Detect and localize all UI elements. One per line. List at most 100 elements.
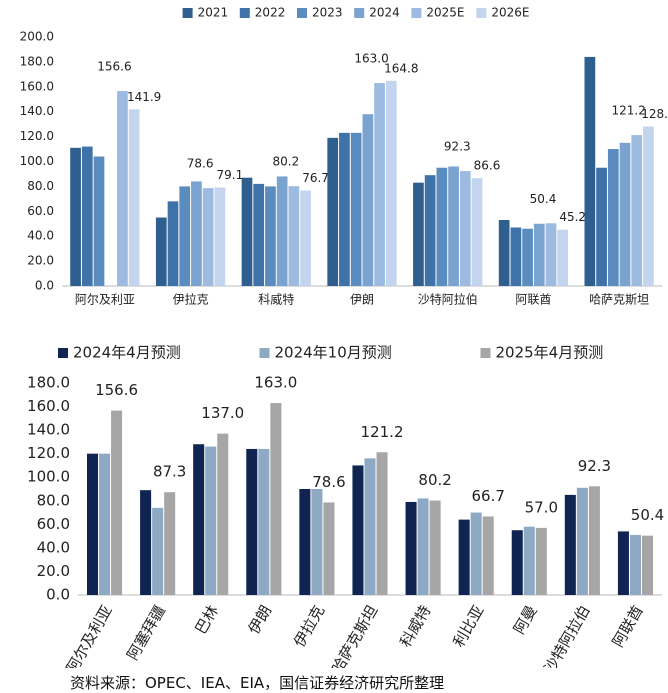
bar [417,498,429,595]
legend-swatch [58,348,68,358]
bar [205,446,217,595]
legend-swatch [239,8,250,18]
y-tick-label: 20.0 [37,562,70,580]
bar [339,132,350,286]
y-tick-label: 180.0 [27,374,70,392]
bar [448,166,459,286]
bar [533,223,545,286]
bar [564,494,576,595]
x-tick-label: 伊拉克 [290,602,328,650]
bar [376,452,388,595]
bar [350,132,362,286]
x-tick-label: 阿联酋 [515,292,551,307]
value-label: 128.1 [641,107,668,121]
bar [523,526,535,595]
bar [111,410,123,595]
legend-label: 2021 [198,6,229,20]
bar [253,183,265,286]
x-tick-label: 伊朗 [245,602,276,637]
bar [413,182,424,286]
value-label: 50.4 [631,506,664,524]
bar [374,83,385,286]
bar [93,156,105,286]
x-tick-label: 沙特阿拉伯 [418,292,478,307]
legend-label: 2026E [491,6,529,20]
y-tick-label: 60.0 [37,515,70,533]
x-tick-label: 伊朗 [350,293,374,307]
charts: 0.0 20.0 40.0 60.0 80.0 100.0 120.0 140.0 160.0 1… [20,6,668,669]
bar [270,403,282,595]
bar [86,453,99,595]
bar [258,448,270,595]
legend-label: 2024年4月预测 [73,344,181,362]
x-tick-label: 阿尔及利亚 [63,602,116,668]
bar [545,223,557,286]
x-tick-label: 巴林 [191,602,222,637]
value-label: 45.2 [559,210,586,224]
y-tick-label: 120.0 [20,129,54,143]
page: {"chart_data": [ {"type": "bar", "catego… [19,5,668,692]
value-label: 163.0 [254,374,297,392]
legend-swatch [476,8,487,18]
bar [214,187,226,286]
bar [327,137,339,286]
bar [70,147,81,286]
bar [641,535,654,595]
bar [164,492,176,595]
bar [155,217,167,286]
x-tick-label: 沙特阿拉伯 [541,602,594,668]
bar [217,433,229,595]
value-label: 121.2 [361,423,404,441]
y-tick-label: 40.0 [37,538,70,556]
bar [352,465,364,595]
bar [299,489,311,595]
legend-label: 2023 [312,6,343,20]
y-tick-label: 80.0 [27,179,54,193]
bar [471,178,483,286]
y-tick-label: 80.0 [37,491,70,509]
bar [458,519,470,595]
legend-label: 2025年4月预测 [496,344,604,362]
source-note: 资料来源：OPEC、IEA、EIA，国信证券经济研究所整理 [70,674,445,692]
bar [619,142,631,286]
bar [631,135,643,286]
value-label: 141.9 [127,90,161,104]
bar [576,487,588,595]
bar [629,534,641,595]
value-label: 80.2 [272,155,299,169]
value-label: 80.2 [418,471,451,489]
bar [424,175,436,286]
x-tick-label: 阿尔及利亚 [75,292,135,307]
bar [362,114,374,286]
x-tick-label: 阿曼 [510,602,541,637]
bar [436,167,448,286]
y-tick-label: 20.0 [27,254,54,268]
value-label: 86.6 [474,159,501,173]
bar [643,126,654,286]
y-tick-label: 100.0 [27,468,70,486]
bar [167,201,179,286]
x-tick-label: 阿塞拜疆 [123,602,169,663]
value-label: 78.6 [312,473,345,491]
bar [276,176,288,286]
y-tick-label: 200.0 [20,30,54,44]
bar [179,186,191,286]
value-label: 121.2 [612,104,646,118]
value-label: 163.0 [354,52,388,66]
y-tick-label: 120.0 [27,444,70,462]
value-label: 57.0 [525,498,558,516]
value-label: 92.3 [578,457,611,475]
x-tick-label: 科威特 [396,602,434,650]
bar [364,458,376,595]
value-label: 137.0 [201,404,244,422]
bar [300,190,311,286]
bar [510,227,522,286]
bar [482,516,494,595]
legend-swatch [480,348,491,358]
bar [405,501,417,595]
value-label: 66.7 [472,487,505,505]
legend-swatch [297,8,307,18]
y-tick-label: 180.0 [20,54,54,68]
bar [617,531,629,595]
legend-swatch [182,8,193,18]
